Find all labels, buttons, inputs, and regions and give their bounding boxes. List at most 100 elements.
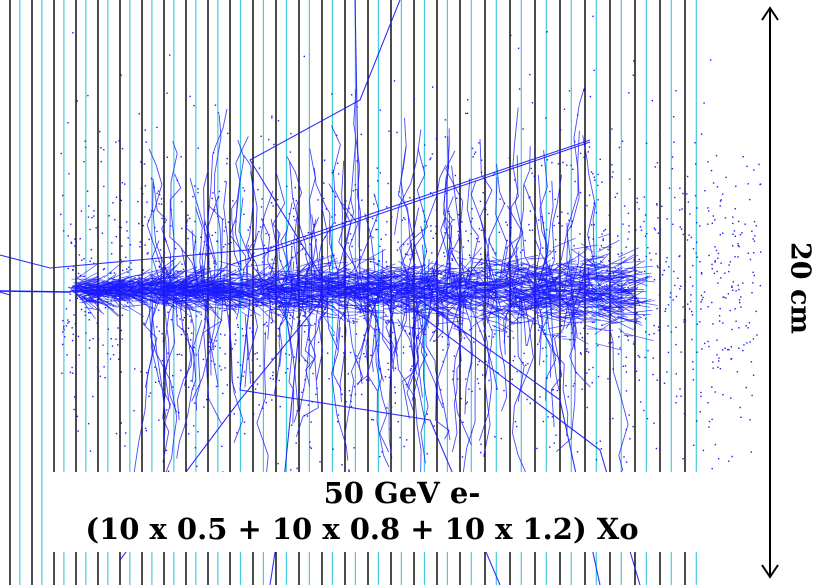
energy-deposit [567, 212, 569, 215]
core-track [78, 296, 103, 304]
energy-deposit [678, 255, 680, 258]
core-track [579, 270, 603, 280]
energy-deposit [529, 229, 531, 231]
core-track [577, 279, 586, 283]
energy-deposit [749, 258, 752, 261]
energy-deposit [62, 319, 64, 322]
energy-deposit [396, 290, 398, 293]
energy-deposit [588, 368, 590, 371]
energy-deposit [540, 164, 543, 167]
energy-deposit [673, 116, 675, 118]
energy-deposit [486, 213, 489, 216]
core-track [572, 306, 597, 308]
core-track [545, 310, 567, 319]
scatter-track [573, 267, 590, 337]
core-track [425, 268, 457, 273]
energy-deposit [717, 257, 719, 259]
energy-deposit [342, 281, 345, 283]
energy-deposit [148, 298, 150, 301]
energy-deposit [468, 388, 470, 390]
energy-deposit [735, 320, 737, 322]
energy-deposit [256, 305, 258, 308]
core-track [80, 281, 109, 288]
scatter-track [385, 299, 397, 369]
core-track [623, 270, 635, 273]
energy-deposit [96, 322, 98, 324]
energy-deposit [619, 347, 621, 349]
energy-deposit [700, 133, 703, 135]
energy-deposit [441, 302, 443, 304]
energy-deposit [158, 330, 161, 332]
energy-deposit [733, 230, 736, 232]
energy-deposit [643, 220, 645, 223]
energy-deposit [463, 337, 466, 339]
energy-deposit [68, 286, 70, 289]
energy-deposit [342, 352, 345, 354]
energy-deposit [154, 227, 156, 229]
energy-deposit [402, 293, 404, 295]
energy-deposit [458, 440, 461, 442]
energy-deposit [471, 208, 473, 210]
scatter-track [407, 289, 426, 424]
energy-deposit [277, 327, 279, 330]
energy-deposit [372, 419, 375, 421]
energy-deposit [156, 326, 158, 328]
energy-deposit [72, 269, 74, 271]
scatter-track [293, 216, 300, 284]
energy-deposit [291, 256, 293, 258]
energy-deposit [402, 352, 405, 354]
energy-deposit [480, 443, 482, 445]
core-track [507, 293, 517, 298]
energy-deposit [351, 94, 353, 96]
energy-deposit [469, 278, 471, 280]
energy-deposit [580, 321, 582, 324]
energy-deposit [545, 117, 547, 119]
energy-deposit [388, 376, 391, 379]
energy-deposit [166, 92, 168, 94]
core-track [259, 271, 280, 283]
core-track [213, 269, 242, 285]
energy-deposit [753, 169, 755, 171]
energy-deposit [453, 219, 455, 221]
energy-deposit [222, 218, 224, 220]
core-track [599, 266, 622, 283]
energy-deposit [267, 277, 269, 280]
energy-deposit [258, 231, 260, 233]
energy-deposit [379, 109, 381, 111]
energy-deposit [716, 354, 718, 356]
energy-deposit [120, 259, 122, 261]
core-track [246, 262, 278, 267]
scale-label: 20 cm [784, 242, 816, 334]
energy-deposit [263, 224, 265, 226]
energy-deposit [745, 386, 747, 389]
energy-deposit [595, 459, 598, 461]
energy-deposit [702, 296, 704, 299]
energy-deposit [291, 289, 293, 291]
energy-deposit [355, 189, 357, 191]
energy-deposit [126, 230, 128, 232]
core-track [491, 273, 508, 280]
energy-deposit [478, 360, 480, 363]
scatter-track [572, 266, 585, 347]
energy-deposit [457, 214, 460, 216]
energy-deposit [692, 285, 694, 287]
energy-deposit [534, 295, 536, 297]
core-track [102, 282, 112, 290]
energy-deposit [367, 277, 369, 280]
energy-deposit [284, 372, 287, 374]
core-track [91, 274, 115, 293]
energy-deposit [164, 368, 167, 370]
energy-deposit [478, 142, 480, 144]
energy-deposit [512, 337, 515, 339]
energy-deposit [689, 213, 691, 215]
energy-deposit [181, 263, 183, 265]
energy-deposit [319, 461, 321, 463]
energy-deposit [151, 237, 153, 240]
core-track [521, 261, 534, 268]
energy-deposit [337, 287, 340, 290]
energy-deposit [309, 243, 311, 245]
energy-deposit [327, 279, 329, 281]
energy-deposit [679, 226, 681, 228]
scatter-track [237, 267, 244, 292]
energy-deposit [594, 179, 596, 181]
